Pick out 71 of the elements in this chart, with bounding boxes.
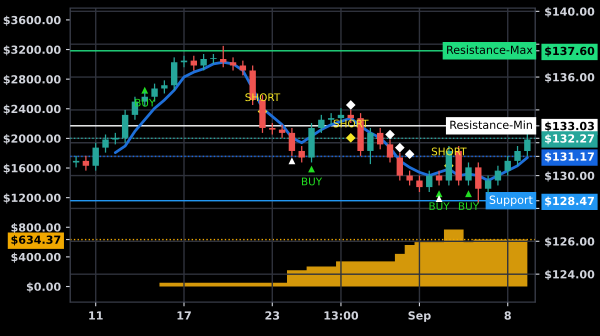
- candlestick: [328, 112, 334, 126]
- y-tick-label: $131.17: [545, 152, 594, 162]
- point: [346, 100, 356, 110]
- point: [404, 149, 414, 160]
- y-tick-label: $133.03: [545, 122, 594, 132]
- y-tick-label: $140.00: [545, 7, 594, 18]
- x-tick-label: 8: [504, 311, 511, 320]
- candlestick: [377, 127, 384, 150]
- point: [385, 130, 395, 140]
- candlestick: [278, 124, 286, 138]
- candlestick: [269, 122, 276, 136]
- y-tick-label: $132.27: [545, 134, 594, 144]
- candlestick: [288, 127, 296, 157]
- y2-tick-label: $634.37: [11, 235, 60, 246]
- candlestick: [504, 155, 511, 176]
- y2-tick-label: $800.00: [11, 223, 61, 234]
- y2-tick-label: $1600.00: [4, 164, 61, 174]
- y-tick-label: $126.00: [545, 237, 594, 248]
- ref-line-label: Resistance-Max: [447, 45, 533, 54]
- x-tick-label: 13:00: [324, 311, 358, 320]
- point: [395, 142, 405, 152]
- point: [436, 190, 442, 198]
- y2-tick-label: $0.00: [26, 282, 61, 292]
- candlestick: [161, 80, 168, 94]
- y2-tick-label: $3200.00: [4, 45, 61, 56]
- data-label: BUY: [458, 202, 480, 210]
- y-tick-label: $124.00: [545, 270, 594, 280]
- candlestick: [416, 174, 423, 193]
- point: [288, 157, 296, 164]
- point: [465, 190, 472, 198]
- y2-tick-label: $2400.00: [4, 104, 61, 115]
- point: [308, 166, 315, 172]
- y2-tick-label: $400.00: [11, 252, 61, 263]
- y2-tick-label: $2000.00: [4, 134, 61, 144]
- x-tick-label: 23: [265, 311, 280, 320]
- y2-tick-label: $3600.00: [4, 16, 61, 26]
- candlestick: [180, 55, 188, 68]
- candlestick: [171, 56, 178, 91]
- ref-line-label: Resistance-Min: [450, 120, 532, 130]
- point: [436, 195, 442, 202]
- candlestick: [318, 114, 325, 134]
- candlestick: [406, 170, 413, 186]
- candlestick: [465, 162, 472, 186]
- ref-line-label: Support: [490, 196, 533, 206]
- y2-tick-label: $1200.00: [4, 193, 61, 204]
- candlestick: [426, 170, 432, 193]
- x-tick-label: 11: [89, 311, 103, 320]
- y-tick-label: $137.60: [545, 46, 594, 57]
- data-label: BUY: [430, 202, 450, 210]
- candlestick: [484, 174, 492, 194]
- candlestick: [82, 155, 90, 172]
- candlestick: [92, 142, 99, 172]
- x-tick-label: 17: [178, 311, 191, 320]
- candlestick: [298, 145, 305, 164]
- y2-tick-label: $2800.00: [4, 74, 61, 86]
- candlestick: [436, 170, 442, 186]
- candlestick: [210, 53, 217, 65]
- candlestick: [200, 53, 207, 72]
- y-tick-label: $128.47: [545, 196, 594, 207]
- y-tick-label: $136.00: [545, 72, 594, 83]
- data-label: BUY: [302, 178, 322, 186]
- candlestick: [220, 45, 226, 68]
- candlestick: [72, 155, 80, 168]
- candlestick: [190, 55, 197, 72]
- y-tick-label: $130.00: [545, 171, 594, 182]
- candlestick: [240, 60, 246, 76]
- point: [346, 133, 356, 143]
- candlestick: [514, 145, 521, 166]
- candlestick: [494, 165, 502, 186]
- x-tick-label: Sep: [408, 311, 431, 322]
- data-label: SHORT: [334, 120, 369, 128]
